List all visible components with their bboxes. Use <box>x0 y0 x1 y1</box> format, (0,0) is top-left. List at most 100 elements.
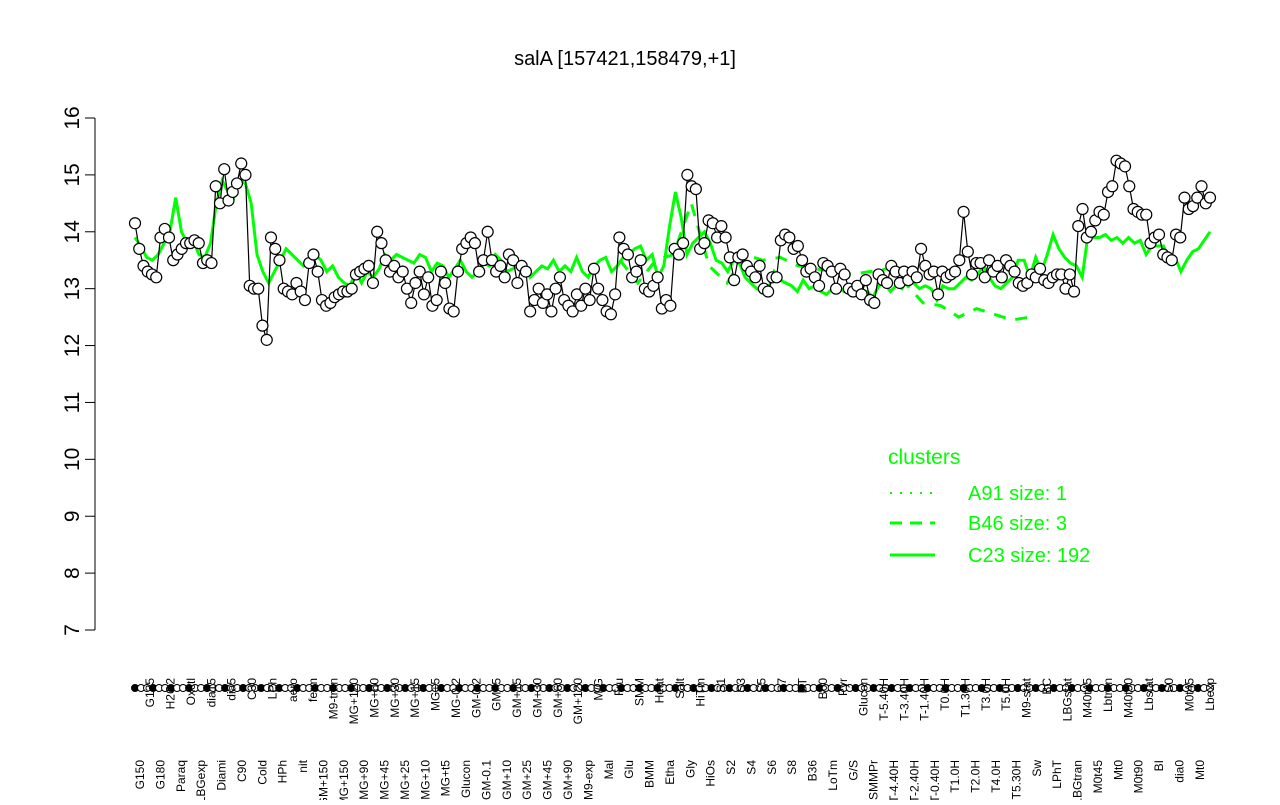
data-point <box>634 254 647 267</box>
x-tick-label: T-0.40H <box>928 760 942 800</box>
data-point <box>995 271 1008 284</box>
x-tick-label: Mt0 <box>1193 760 1207 780</box>
x-tick-label: T3.0H <box>979 678 993 711</box>
data-point <box>1195 180 1208 193</box>
data-point <box>753 259 766 273</box>
data-point <box>762 285 775 298</box>
legend-entry-b46: B46 size: 3 <box>968 513 1067 535</box>
x-tick-label: G/S <box>846 760 860 781</box>
data-point <box>298 293 312 307</box>
y-tick-label: 16 <box>61 106 84 129</box>
data-point <box>795 254 809 267</box>
rug-marker <box>1206 684 1214 692</box>
x-tick-label: ferm <box>306 678 320 702</box>
x-tick-label: MG+15 <box>408 678 422 718</box>
x-tick-label: HPh <box>276 760 290 783</box>
data-point <box>910 271 923 284</box>
data-point <box>150 271 163 284</box>
legend-title: clusters <box>888 446 960 469</box>
data-point <box>575 299 588 312</box>
y-axis-ticks: 7 8 9 10 11 12 13 14 15 16 <box>61 106 95 636</box>
data-point <box>400 282 414 295</box>
x-tick-label: G150 <box>133 760 147 790</box>
x-tick-label: Glu <box>622 760 636 779</box>
data-point <box>273 254 286 267</box>
x-tick-label: GM+90 <box>561 760 575 800</box>
x-tick-label: T-1.40H <box>918 678 932 721</box>
data-point <box>1072 219 1085 233</box>
x-tick-label: T-4.40H <box>887 760 901 800</box>
x-tick-label: S8 <box>785 760 799 775</box>
x-tick-label: BMM <box>643 760 657 788</box>
data-point <box>583 293 596 307</box>
data-point <box>409 276 422 290</box>
data-point <box>991 259 1004 273</box>
data-point <box>260 333 273 346</box>
y-tick-label: 13 <box>61 277 84 300</box>
x-tick-label: Salt <box>673 677 687 698</box>
x-tick-label: GM+120 <box>571 678 585 725</box>
x-tick-label: B60 <box>816 678 830 700</box>
data-point <box>541 288 554 301</box>
data-point <box>1033 262 1047 275</box>
x-tick-label: M40t45 <box>1081 678 1095 718</box>
data-point <box>1178 191 1191 204</box>
data-point <box>1118 160 1132 173</box>
x-tick-label: LBGexp <box>194 760 208 800</box>
data-point <box>957 205 970 218</box>
data-point <box>451 265 465 278</box>
data-point <box>396 265 409 278</box>
y-tick-label: 14 <box>61 220 84 244</box>
data-point <box>681 168 694 181</box>
x-tick-label: MG-0.2 <box>449 678 463 718</box>
data-point <box>587 262 600 275</box>
data-point <box>264 231 278 244</box>
x-tick-label: Glucon <box>857 678 871 716</box>
x-tick-label: M40t90 <box>1122 678 1136 718</box>
data-point <box>498 271 511 284</box>
data-point <box>961 245 974 258</box>
x-tick-label: Lbtran <box>1101 678 1115 712</box>
y-tick-label: 11 <box>61 392 84 414</box>
data-point <box>592 282 605 295</box>
data-point <box>749 271 762 284</box>
x-tick-label: M9-stat <box>1020 677 1034 718</box>
x-tick-label: T1.0H <box>948 760 962 793</box>
x-tick-label: BI <box>1152 760 1166 771</box>
x-tick-label: T5.30H <box>1009 760 1023 799</box>
x-tick-label: MG+5 <box>429 678 443 711</box>
x-tick-label: GM+150 <box>316 760 330 800</box>
x-tick-label: M0t45 <box>1183 678 1197 712</box>
x-tick-label: Mt0 <box>1111 760 1125 780</box>
data-point <box>1140 208 1153 221</box>
x-tick-label: M/G <box>592 678 606 701</box>
x-tick-label: MG+30 <box>388 678 402 718</box>
data-point <box>128 217 142 230</box>
x-tick-label: S3 <box>734 678 748 693</box>
legend: clusters A91 size: 1 B46 size: 3 C23 siz… <box>888 446 1090 567</box>
x-tick-label: Glucon <box>459 760 473 798</box>
x-tick-label: M9-tran <box>327 678 341 719</box>
x-tick-label: MG+45 <box>378 760 392 800</box>
x-tick-label: M0t90 <box>1132 760 1146 794</box>
x-tick-label: GM+5 <box>490 678 504 711</box>
data-point <box>430 293 443 307</box>
data-point <box>439 276 452 290</box>
x-tick-label: Fru <box>612 678 626 696</box>
x-tick-label: Lbstat <box>1142 677 1156 710</box>
data-point <box>205 256 218 270</box>
x-tick-label: Mal <box>602 760 616 779</box>
data-point <box>1097 208 1110 221</box>
x-tick-label: M0t45 <box>1091 760 1105 794</box>
x-tick-label: GM+60 <box>551 678 565 718</box>
x-tick-label: LBGstat <box>1060 677 1074 721</box>
x-tick-label: T-2.40H <box>908 760 922 800</box>
data-point <box>736 248 749 261</box>
data-point <box>434 265 448 278</box>
x-tick-label: G180 <box>153 760 167 790</box>
data-point <box>770 271 783 284</box>
data-point <box>417 288 431 301</box>
y-tick-label: 12 <box>61 334 84 357</box>
data-point <box>579 282 592 295</box>
